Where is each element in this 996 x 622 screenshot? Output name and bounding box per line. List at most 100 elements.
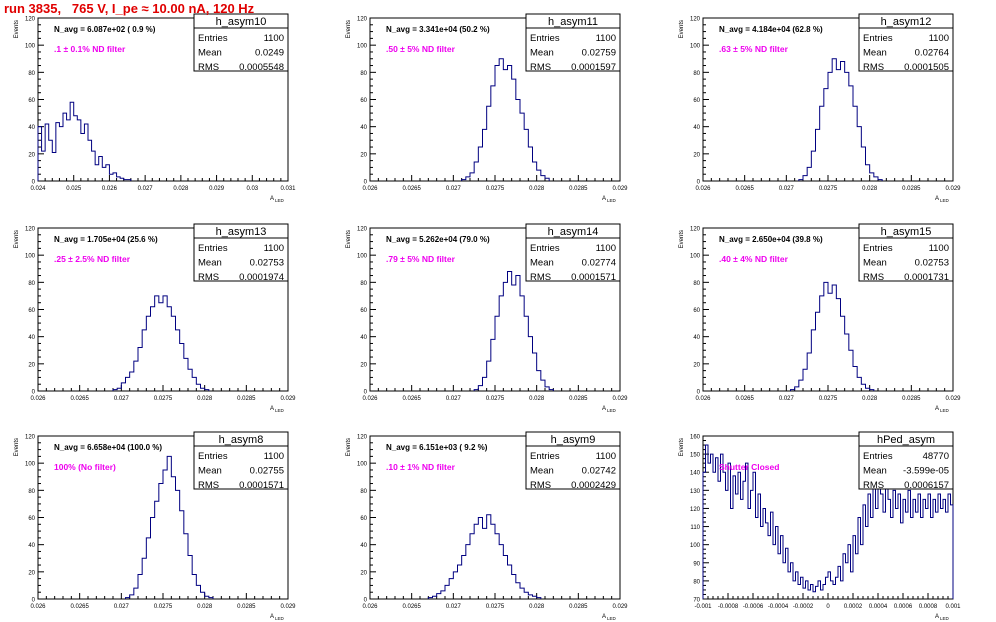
histogram-bin [758, 494, 761, 599]
filter-label: Shutter Closed [719, 462, 779, 472]
histogram-bin [811, 585, 814, 599]
histogram-bin [113, 173, 117, 181]
histogram-bin [520, 296, 524, 391]
histogram-bin [45, 124, 49, 181]
histogram-line [427, 514, 542, 599]
stats-title: h_asym11 [548, 16, 598, 28]
stats-box [525, 223, 621, 282]
stats-label-mean: Mean [530, 258, 554, 269]
y-tick-label: 100 [25, 254, 36, 260]
x-tick-label: 0.0275 [486, 186, 505, 192]
y-tick-label: 40 [360, 125, 367, 131]
stats-title: h_asym14 [548, 226, 599, 238]
x-tick-label: 0.028 [529, 396, 545, 402]
x-axis-title: A [602, 406, 606, 412]
histogram-bin [846, 563, 849, 599]
stats-value-entries: 1100 [596, 33, 616, 44]
histogram-bin [184, 358, 188, 391]
histogram-bin [155, 296, 159, 391]
stats-value-rms: 0.0005548 [239, 62, 284, 73]
histogram-bin [77, 120, 81, 181]
y-tick-label: 0 [364, 180, 368, 186]
histogram-bin [853, 536, 856, 599]
histogram-bin [171, 477, 175, 599]
stats-label-rms: RMS [863, 272, 884, 283]
histogram-bin [751, 490, 754, 599]
histogram-bin [462, 556, 466, 599]
histogram-bin [841, 316, 845, 391]
histogram-bin [866, 388, 870, 391]
stats-box [525, 13, 621, 72]
histogram-bin [796, 572, 799, 599]
histogram-bin [868, 494, 871, 599]
y-tick-label: 120 [357, 227, 368, 233]
histogram-bin [731, 508, 734, 599]
y-axis-title: Events [14, 20, 20, 38]
x-tick-label: 0.027 [114, 604, 130, 610]
histogram-line [790, 281, 875, 391]
x-tick-label: 0.0265 [402, 604, 421, 610]
histogram-bin [866, 527, 869, 599]
y-tick-label: 100 [690, 543, 701, 549]
y-tick-label: 0 [32, 598, 36, 604]
histogram-bin [537, 170, 541, 181]
stats-label-rms: RMS [530, 62, 551, 73]
histogram-bin [933, 499, 936, 599]
histogram-bin [806, 581, 809, 599]
y-tick-label: 20 [693, 362, 700, 368]
histogram-bin [533, 596, 537, 599]
n-avg-label: N_avg = 6.658e+04 (100.0 %) [54, 443, 162, 452]
histogram-bin [130, 595, 134, 599]
histogram-bin [831, 581, 834, 599]
histogram-bin [151, 518, 155, 600]
histogram-bin [512, 575, 516, 599]
y-tick-label: 80 [360, 281, 367, 287]
y-tick-label: 150 [690, 453, 701, 459]
y-tick-label: 120 [357, 435, 368, 441]
histogram-line [702, 444, 954, 599]
stats-value-mean: 0.02764 [915, 48, 949, 59]
histogram-bin [848, 545, 851, 599]
histogram-bin [841, 61, 845, 181]
stats-title: h_asym9 [551, 434, 596, 446]
histogram-bin [499, 59, 503, 181]
x-tick-label: 0.03 [246, 186, 258, 192]
histogram-bin [196, 585, 200, 599]
histogram-bin [845, 334, 849, 391]
y-tick-label: 40 [28, 543, 35, 549]
y-tick-label: 20 [28, 570, 35, 576]
histogram-bin [791, 563, 794, 599]
histogram-bin [861, 545, 864, 599]
histogram-bin [858, 518, 861, 600]
y-tick-label: 80 [693, 281, 700, 287]
histogram-bin [891, 518, 894, 600]
histogram-bin [102, 167, 106, 181]
y-tick-label: 80 [28, 489, 35, 495]
y-tick-label: 40 [28, 125, 35, 131]
histogram-bin [205, 390, 209, 391]
x-tick-label: 0.029 [280, 396, 296, 402]
run-title: run 3835, 765 V, I_pe ≈ 10.00 nA, 120 Hz [4, 1, 255, 16]
histogram-bin [803, 588, 806, 599]
stats-value-entries: 1100 [264, 451, 284, 462]
histogram-bin [923, 499, 926, 599]
histogram-bin [876, 508, 879, 599]
histogram-bin [951, 505, 954, 599]
histogram-bin [470, 534, 474, 599]
histogram-bin [38, 127, 42, 181]
histogram-bin [726, 490, 729, 599]
histogram-line [473, 270, 554, 391]
histogram-bin [808, 590, 811, 599]
histogram-bin [857, 377, 861, 391]
histogram-bin [491, 339, 495, 391]
x-tick-label: -0.0006 [743, 604, 764, 610]
x-tick-label: 0.029 [945, 186, 961, 192]
histogram-bin [748, 508, 751, 599]
histogram-bin [871, 518, 874, 600]
x-tick-label: -0.0008 [718, 604, 739, 610]
x-axis-title: A [935, 196, 939, 202]
y-tick-label: 100 [357, 254, 368, 260]
stats-label-rms: RMS [198, 480, 219, 491]
histogram-panel-h_asym15: 0 20 40 60 80 100 120 0.026 0.0265 0.027 0.0275 0.0… [679, 223, 961, 413]
histogram-bin [803, 369, 807, 391]
